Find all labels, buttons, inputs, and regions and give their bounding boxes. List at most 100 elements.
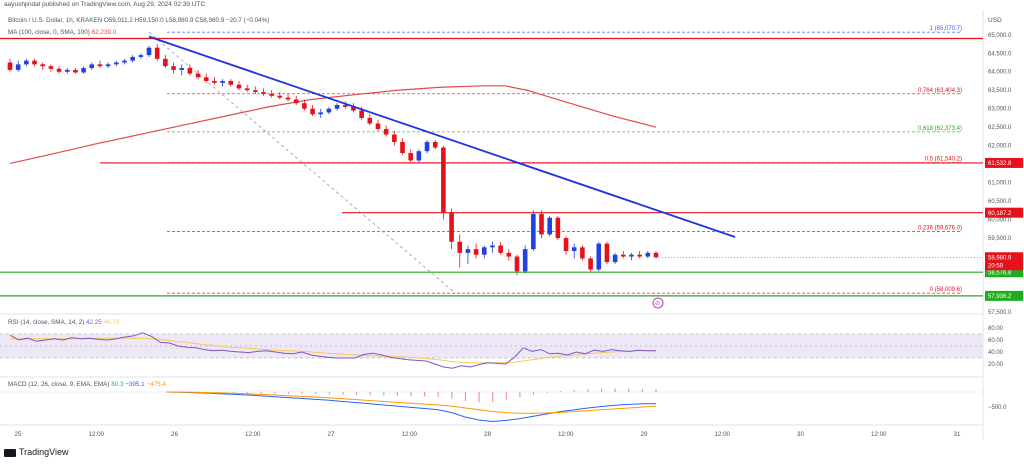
- candle-body: [228, 80, 234, 85]
- rsi-legend: RSI (14, close, SMA, 14, 2) 42.25 46.79: [8, 319, 120, 326]
- fib-level-label: 0.236 (59,676.0): [918, 226, 962, 232]
- time-tick-label: 12:00: [402, 431, 418, 438]
- fib-level-label: 0.618 (62,373.4): [918, 126, 962, 132]
- candle-body: [285, 97, 291, 100]
- candle-body: [531, 214, 536, 250]
- candle-body: [359, 110, 364, 118]
- price-tick-label: 62,000.0: [988, 144, 1012, 150]
- price-label-box: [985, 207, 1023, 218]
- time-tick-label: 12:00: [715, 431, 731, 438]
- price-tick-label: 60,000.0: [988, 218, 1012, 224]
- candle-body: [555, 217, 561, 239]
- candle-body: [506, 252, 512, 257]
- rsi-sma-value: 46.79: [104, 319, 120, 326]
- candle-body: [212, 80, 217, 83]
- price-label-box: [985, 267, 1023, 278]
- fib-level-label: 0.5 (61,540.2): [925, 157, 962, 163]
- candle-body: [367, 117, 373, 124]
- last-price-text: 58,980.9: [988, 255, 1012, 261]
- candle-body: [326, 108, 332, 113]
- candle-body: [7, 62, 13, 70]
- candle-body: [81, 68, 86, 73]
- publisher-line: aayushjindal published on TradingView.co…: [4, 1, 206, 8]
- candle-body: [547, 217, 552, 235]
- time-tick-label: 25: [15, 431, 22, 438]
- fib-level-label: 0.764 (63,404.3): [918, 88, 962, 94]
- time-tick-label: 12:00: [871, 431, 887, 438]
- time-tick-label: 12:00: [245, 431, 261, 438]
- candle-body: [220, 80, 225, 83]
- alert-marker-icon: [652, 297, 664, 309]
- candle-body: [48, 66, 54, 69]
- candle-body: [490, 245, 495, 248]
- price-tick-label: 64,000.0: [988, 70, 1012, 76]
- candle-body: [514, 256, 520, 272]
- ma-legend: MA (100, close, 0, SMA, 100) 62,239.0: [8, 29, 117, 36]
- candle-body: [465, 249, 471, 253]
- candle-body: [203, 77, 209, 81]
- price-tick-label: 63,500.0: [988, 88, 1012, 94]
- candle-body: [596, 243, 602, 270]
- macd-value: −395.1: [125, 381, 146, 388]
- candle-body: [604, 243, 610, 263]
- candle-body: [24, 60, 29, 65]
- fib-level-label: 0 (58,009.6): [930, 287, 962, 293]
- candle-body: [179, 68, 185, 70]
- price-tick-label: 61,000.0: [988, 181, 1012, 187]
- symbol-ohlc-line: Bitcoin / U.S. Dollar, 1h, KRAKEN O59,01…: [8, 17, 269, 24]
- time-tick-label: 30: [797, 431, 804, 438]
- tradingview-logo[interactable]: TradingView: [4, 447, 69, 457]
- candle-body: [571, 247, 577, 252]
- tradingview-logo-icon: [4, 448, 16, 457]
- candle-body: [408, 153, 413, 161]
- candle-body: [261, 92, 266, 94]
- candle-body: [138, 55, 144, 57]
- price-label-box: [985, 157, 1023, 168]
- macd-signal-value: −475.4: [146, 381, 166, 388]
- candle-body: [15, 64, 21, 70]
- candle-body: [56, 68, 62, 72]
- rsi-tick-label: 60.00: [988, 338, 1004, 344]
- candle-body: [89, 64, 95, 69]
- time-tick-label: 12:00: [89, 431, 105, 438]
- candle-body: [334, 105, 340, 109]
- macd-legend: MACD (12, 26, close, 9, EMA, EMA) 80.3 −…: [8, 381, 166, 388]
- candle-body: [244, 88, 250, 91]
- candle-body: [473, 249, 479, 255]
- candle-body: [236, 84, 242, 89]
- time-tick-label: 12:00: [558, 431, 574, 438]
- candle-body: [424, 141, 430, 152]
- candle-body: [637, 254, 642, 257]
- trend-line: [148, 35, 736, 238]
- candle-body: [253, 90, 258, 93]
- countdown-text: 20:59: [988, 263, 1004, 269]
- price-label-box: [985, 290, 1023, 301]
- price-tick-label: 64,500.0: [988, 51, 1012, 57]
- candle-body: [163, 58, 168, 67]
- rsi-value: 42.25: [86, 319, 104, 326]
- candle-body: [588, 258, 593, 270]
- price-label-text: 58,576.8: [988, 270, 1012, 276]
- rsi-tick-label: 80.00: [988, 326, 1004, 332]
- time-tick-label: 29: [641, 431, 648, 438]
- price-tick-label: 59,500.0: [988, 236, 1012, 242]
- last-price-box: [985, 252, 1023, 271]
- time-tick-label: 31: [954, 431, 961, 438]
- macd-line: [165, 391, 657, 423]
- candle-body: [498, 245, 503, 253]
- candle-body: [612, 254, 618, 263]
- macd-signal-line: [165, 391, 657, 414]
- tradingview-brand: TradingView: [19, 447, 69, 457]
- candle-body: [277, 95, 283, 98]
- candle-body: [310, 108, 315, 115]
- candle-body: [375, 123, 381, 130]
- price-tick-label: 62,500.0: [988, 125, 1012, 131]
- ma-legend-value: 62,239.0: [92, 29, 117, 36]
- candle-body: [146, 47, 152, 56]
- currency-label: USD: [988, 17, 1002, 24]
- candle-body: [653, 252, 659, 258]
- price-tick-label: 65,000.0: [988, 33, 1012, 39]
- candle-body: [400, 141, 405, 154]
